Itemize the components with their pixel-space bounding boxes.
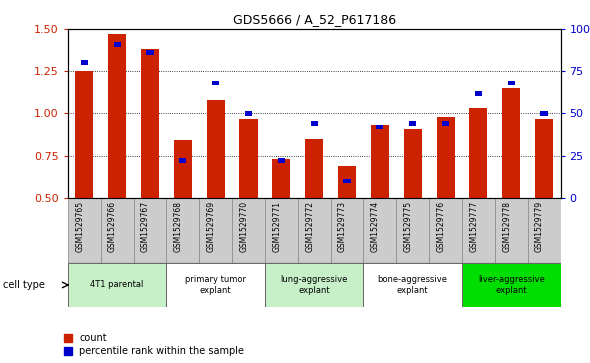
Bar: [363, 263, 462, 307]
Bar: [470, 109, 487, 198]
Bar: [232, 198, 265, 263]
Bar: [363, 198, 396, 263]
Bar: [179, 158, 186, 163]
Text: GSM1529778: GSM1529778: [502, 201, 511, 252]
Bar: [273, 159, 290, 198]
Text: GSM1529770: GSM1529770: [240, 201, 248, 252]
Bar: [166, 198, 199, 263]
Bar: [133, 198, 166, 263]
Bar: [298, 198, 330, 263]
Bar: [174, 140, 192, 198]
Bar: [376, 125, 384, 129]
Bar: [502, 88, 520, 198]
Bar: [338, 166, 356, 198]
Bar: [535, 118, 553, 198]
Bar: [278, 158, 285, 163]
Bar: [462, 198, 495, 263]
Text: GSM1529772: GSM1529772: [305, 201, 314, 252]
Text: GSM1529775: GSM1529775: [404, 201, 413, 252]
Bar: [409, 121, 417, 126]
Bar: [101, 198, 133, 263]
Bar: [330, 198, 363, 263]
Bar: [442, 121, 449, 126]
Text: GSM1529771: GSM1529771: [273, 201, 281, 252]
Text: GSM1529769: GSM1529769: [206, 201, 216, 252]
Text: GSM1529767: GSM1529767: [141, 201, 150, 252]
Bar: [540, 111, 548, 116]
Text: GSM1529774: GSM1529774: [371, 201, 380, 252]
Bar: [429, 198, 462, 263]
Bar: [396, 198, 429, 263]
Bar: [245, 111, 252, 116]
Bar: [108, 34, 126, 198]
Text: bone-aggressive
explant: bone-aggressive explant: [378, 275, 448, 295]
Text: GSM1529765: GSM1529765: [76, 201, 84, 252]
Bar: [437, 117, 454, 198]
Bar: [475, 91, 482, 95]
Bar: [343, 179, 350, 183]
Bar: [141, 49, 159, 198]
Bar: [265, 263, 363, 307]
Bar: [404, 129, 422, 198]
Text: GSM1529773: GSM1529773: [338, 201, 347, 252]
Text: 4T1 parental: 4T1 parental: [90, 281, 144, 289]
Text: lung-aggressive
explant: lung-aggressive explant: [280, 275, 348, 295]
Bar: [305, 139, 323, 198]
Bar: [310, 121, 318, 126]
Bar: [146, 50, 153, 55]
Text: primary tumor
explant: primary tumor explant: [185, 275, 246, 295]
Bar: [371, 125, 389, 198]
Bar: [76, 71, 93, 198]
Bar: [462, 263, 560, 307]
Text: cell type: cell type: [3, 280, 45, 290]
Bar: [495, 198, 527, 263]
Text: GSM1529779: GSM1529779: [535, 201, 544, 252]
Bar: [212, 81, 219, 85]
Bar: [265, 198, 298, 263]
Text: GSM1529776: GSM1529776: [437, 201, 445, 252]
Legend: count, percentile rank within the sample: count, percentile rank within the sample: [64, 333, 244, 356]
Bar: [166, 263, 265, 307]
Bar: [527, 198, 560, 263]
Bar: [240, 118, 257, 198]
Bar: [507, 81, 515, 85]
Text: liver-aggressive
explant: liver-aggressive explant: [478, 275, 545, 295]
Bar: [199, 198, 232, 263]
Title: GDS5666 / A_52_P617186: GDS5666 / A_52_P617186: [232, 13, 396, 26]
Text: GSM1529766: GSM1529766: [108, 201, 117, 252]
Bar: [68, 263, 166, 307]
Text: GSM1529777: GSM1529777: [470, 201, 478, 252]
Bar: [81, 60, 88, 65]
Bar: [113, 42, 121, 46]
Bar: [206, 100, 225, 198]
Text: GSM1529768: GSM1529768: [174, 201, 183, 252]
Bar: [68, 198, 101, 263]
